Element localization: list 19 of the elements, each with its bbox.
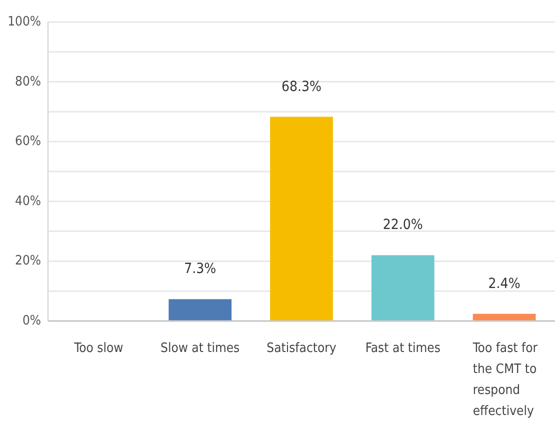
y-tick-label: 80%: [15, 74, 41, 90]
x-tick-label: Slow at times: [160, 341, 240, 356]
y-tick-label: 40%: [15, 194, 41, 209]
x-tick-label: Too slow: [73, 341, 124, 356]
data-label: 22.0%: [382, 217, 423, 234]
y-tick-label: 100%: [8, 14, 41, 30]
bar: [472, 314, 536, 321]
x-tick-label: Too fast for the CMT to respond effectively: [472, 341, 538, 419]
data-label: 7.3%: [184, 261, 216, 278]
data-label: 2.4%: [488, 276, 520, 292]
y-tick-label: 20%: [15, 254, 41, 269]
bar: [168, 299, 232, 321]
y-tick-label: 0%: [22, 314, 41, 329]
x-tick-label: Satisfactory: [266, 341, 336, 356]
data-label: 68.3%: [281, 78, 322, 95]
y-tick-label: 60%: [15, 134, 41, 150]
x-tick-label: Fast at times: [365, 341, 440, 356]
bar: [270, 116, 333, 321]
bar: [371, 255, 434, 321]
